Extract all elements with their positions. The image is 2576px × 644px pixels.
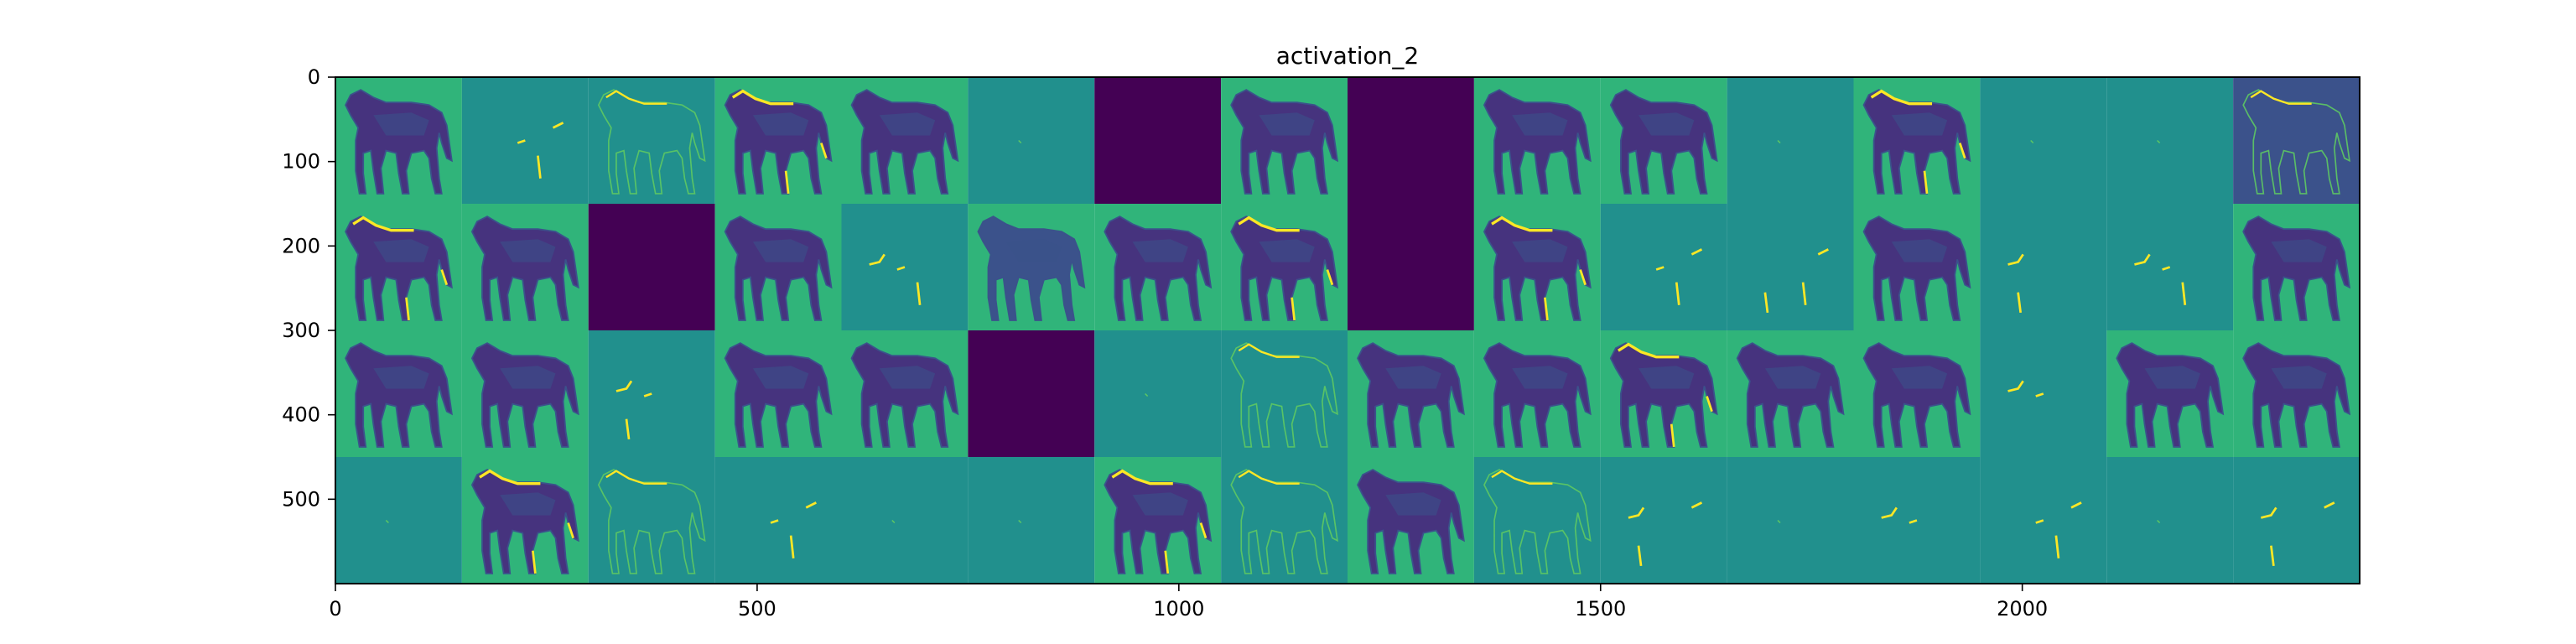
activation-tile (335, 457, 462, 584)
activation-tile (1980, 77, 2107, 204)
activation-tile (2233, 77, 2360, 204)
activation-tile (2106, 330, 2234, 457)
activation-tile (461, 330, 589, 457)
activation-tile (1473, 330, 1601, 457)
y-tick-label: 200 (282, 234, 320, 257)
activation-tile (1473, 457, 1601, 584)
activation-tile (968, 204, 1095, 330)
x-tick-label: 500 (738, 597, 776, 621)
activation-tile (1727, 77, 1854, 204)
activation-tile (588, 457, 715, 584)
activation-tile (335, 204, 462, 330)
activation-tile (841, 457, 969, 584)
activation-tile (1094, 204, 1222, 330)
activation-tile (588, 204, 715, 330)
chart-title: activation_2 (1276, 42, 1420, 70)
activation-tile (1473, 204, 1601, 330)
activation-tile (1853, 77, 1981, 204)
activation-tile (1727, 330, 1854, 457)
x-tick-label: 1500 (1575, 597, 1626, 621)
activation-tile (1727, 204, 1854, 330)
activation-tile (968, 457, 1095, 584)
activation-tile (1221, 457, 1348, 584)
activation-tile (1600, 204, 1727, 330)
activation-tile (841, 330, 969, 457)
activation-tile (1727, 457, 1854, 584)
activation-tile (335, 330, 462, 457)
activation-tile (1853, 204, 1981, 330)
activation-tile (335, 77, 462, 204)
activation-tile (714, 330, 842, 457)
activation-tile (1221, 330, 1348, 457)
activation-tile (1853, 457, 1981, 584)
y-tick-label: 400 (282, 403, 320, 427)
activation-tile (1600, 77, 1727, 204)
x-axis: 0 500 1000 1500 2000 (329, 584, 2048, 621)
activation-tile (1980, 204, 2107, 330)
activation-tile (1221, 77, 1348, 204)
activation-tile (841, 204, 969, 330)
activation-tile (1473, 77, 1601, 204)
activation-tiles (335, 77, 2360, 584)
activation-tile (1980, 330, 2107, 457)
activation-tile (1094, 457, 1222, 584)
activation-tile (1348, 204, 1474, 330)
activation-tile (1348, 457, 1474, 584)
x-tick-label: 1000 (1153, 597, 1204, 621)
y-tick-label: 0 (308, 65, 320, 89)
activation-tile (1348, 77, 1474, 204)
activation-tile (841, 77, 969, 204)
activation-tile (968, 330, 1095, 457)
activation-tile (1094, 77, 1222, 204)
activation-tile (1980, 457, 2107, 584)
activation-tile (461, 457, 589, 584)
activation-tile (588, 330, 715, 457)
activation-tile (714, 77, 842, 204)
activation-tile (461, 77, 589, 204)
activation-tile (1600, 457, 1727, 584)
activation-tile (2233, 457, 2360, 584)
y-tick-label: 100 (282, 150, 320, 174)
y-tick-label: 500 (282, 487, 320, 511)
activation-tile (1221, 204, 1348, 330)
x-tick-label: 2000 (1997, 597, 2048, 621)
activation-tile (1094, 330, 1222, 457)
activation-tile (2233, 330, 2360, 457)
activation-tile (1600, 330, 1727, 457)
activation-tile (2106, 204, 2234, 330)
activation-tile (1348, 330, 1474, 457)
y-axis: 0 100 200 300 400 500 (282, 65, 335, 511)
x-tick-label: 0 (329, 597, 341, 621)
activation-tile (461, 204, 589, 330)
activation-tile (714, 204, 842, 330)
activation-tile (714, 457, 842, 584)
activation-tile (2106, 77, 2234, 204)
activation-tile (1853, 330, 1981, 457)
activation-tile (2106, 457, 2234, 584)
activation-tile (588, 77, 715, 204)
y-tick-label: 300 (282, 319, 320, 342)
activation-tile (968, 77, 1095, 204)
activation-tile (2233, 204, 2360, 330)
